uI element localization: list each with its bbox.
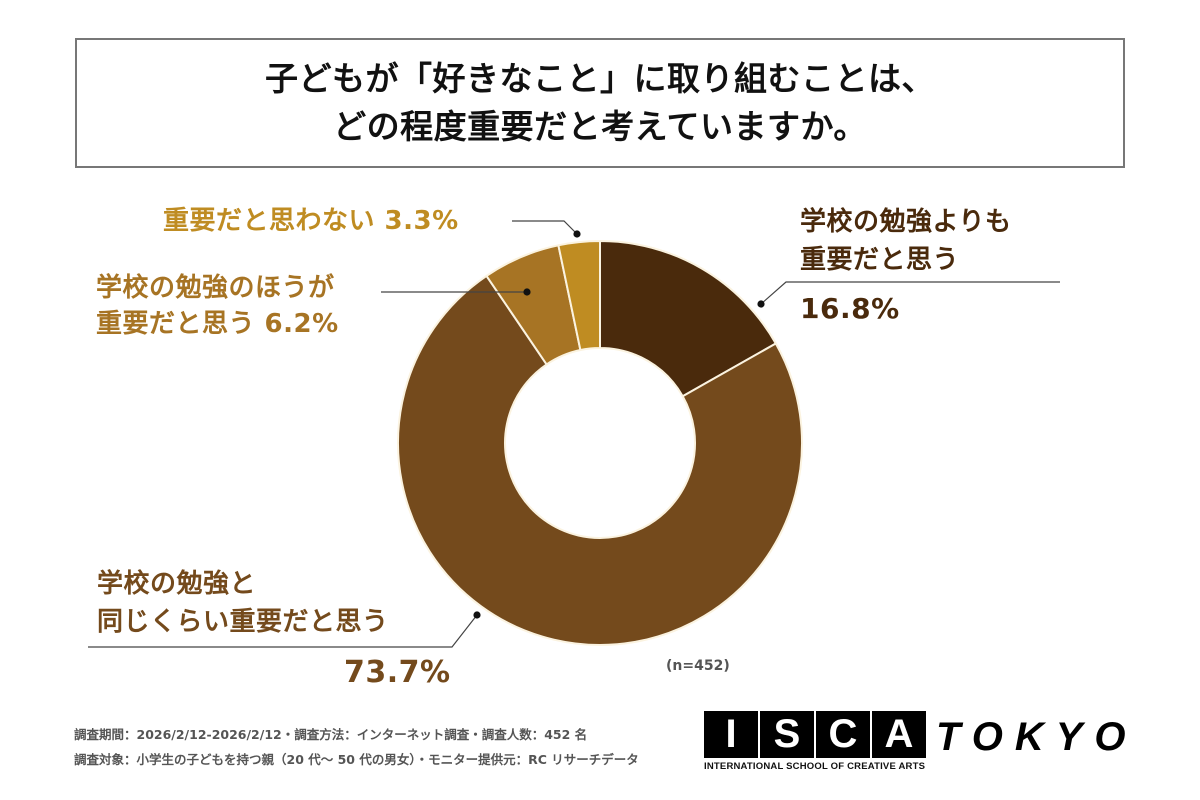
logo-letter-a: A [872,711,926,758]
title-box: 子どもが「好きなこと」に取り組むことは、 どの程度重要だと考えていますか。 [75,38,1125,168]
label-more-than-school-line2: 重要だと思う [800,245,960,275]
label-school-more-line2: 重要だと思う 6.2% [96,309,339,339]
logo-letter-c: C [816,711,870,758]
label-not-important: 重要だと思わない 3.3% [163,206,459,236]
leader-lines [88,220,1060,648]
title-line-1: 子どもが「好きなこと」に取り組むことは、 [265,59,935,98]
leader-not-important [512,220,578,235]
logo-letter-boxes: I S C A [704,711,926,758]
slice-more-than-school [599,239,778,398]
label-more-than-school-line1: 学校の勉強よりも [800,207,1012,237]
slice-same-as-school [397,274,803,646]
survey-footer: 調査期間：2026/2/12-2026/2/12・調査方法：インターネット調査・… [74,722,639,772]
pct-more-than-school: 16.8% [800,292,900,325]
pct-same-as-school: 73.7% [344,655,451,690]
sample-size: (n=452) [666,658,730,674]
footer-line-2: 調査対象：小学生の子どもを持つ親（20 代～ 50 代の男女）・モニター提供元：… [74,752,639,767]
label-school-more: 学校の勉強のほうが 重要だと思う 6.2% [96,270,339,342]
logo-subtitle: INTERNATIONAL SCHOOL OF CREATIVE ARTS [704,761,926,772]
label-same-as-school-line1: 学校の勉強と [97,569,257,599]
isca-logo: I S C A INTERNATIONAL SCHOOL OF CREATIVE… [704,711,926,772]
label-school-more-line1: 学校の勉強のほうが [96,273,335,303]
slice-not-important [557,239,601,352]
logo-city: TOKYO [936,715,1138,759]
title-line-2: どの程度重要だと考えていますか。 [333,107,867,146]
label-same-as-school-line2: 同じくらい重要だと思う [97,607,389,637]
leader-dots [473,230,765,619]
label-same-as-school: 学校の勉強と 同じくらい重要だと思う [97,565,389,641]
label-more-than-school: 学校の勉強よりも 重要だと思う [800,203,1011,279]
footer-line-1: 調査期間：2026/2/12-2026/2/12・調査方法：インターネット調査・… [74,727,588,742]
leader-same-as-school [88,614,478,648]
logo-letter-s: S [760,711,814,758]
logo-letter-i: I [704,711,758,758]
leader-more-than-school [760,281,1060,305]
